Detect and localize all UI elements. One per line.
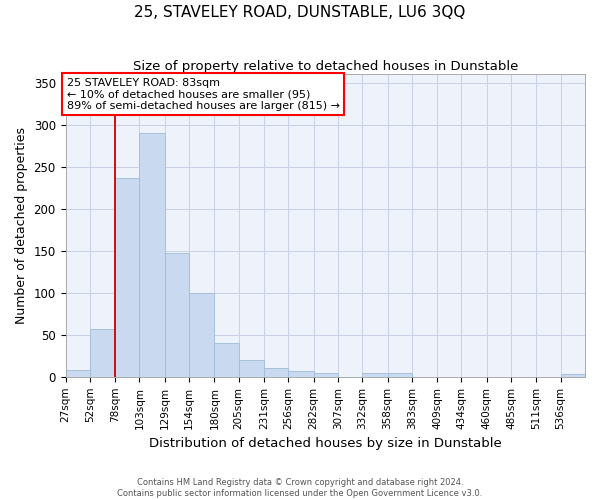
Bar (115, 178, 139, 377)
Bar (264, 368, 288, 377)
Bar (239, 360, 264, 377)
Bar (65, 370, 90, 377)
Bar (314, 374, 338, 377)
Text: 25, STAVELEY ROAD, DUNSTABLE, LU6 3QQ: 25, STAVELEY ROAD, DUNSTABLE, LU6 3QQ (134, 5, 466, 20)
Bar (165, 253, 189, 377)
Bar (288, 371, 314, 377)
Bar (388, 374, 412, 377)
Text: 25 STAVELEY ROAD: 83sqm
← 10% of detached houses are smaller (95)
89% of semi-de: 25 STAVELEY ROAD: 83sqm ← 10% of detache… (67, 78, 340, 110)
Bar (214, 343, 239, 377)
Bar (139, 133, 165, 377)
Bar (362, 374, 388, 377)
Y-axis label: Number of detached properties: Number of detached properties (15, 127, 28, 324)
Bar (90, 329, 115, 377)
Bar (189, 292, 214, 377)
Title: Size of property relative to detached houses in Dunstable: Size of property relative to detached ho… (133, 60, 518, 73)
X-axis label: Distribution of detached houses by size in Dunstable: Distribution of detached houses by size … (149, 437, 502, 450)
Text: Contains HM Land Registry data © Crown copyright and database right 2024.
Contai: Contains HM Land Registry data © Crown c… (118, 478, 482, 498)
Bar (560, 374, 585, 377)
